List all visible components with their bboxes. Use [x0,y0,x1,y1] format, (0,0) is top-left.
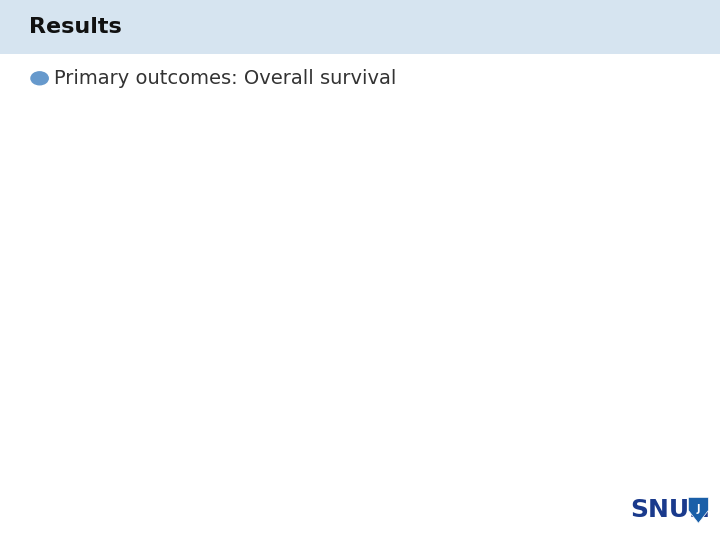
Polygon shape [688,497,708,523]
Text: Primary outcomes: Overall survival: Primary outcomes: Overall survival [54,69,397,88]
FancyBboxPatch shape [0,0,720,54]
Text: J: J [697,504,700,514]
Text: SNUH: SNUH [630,498,710,522]
Text: Results: Results [29,17,122,37]
Circle shape [31,72,48,85]
